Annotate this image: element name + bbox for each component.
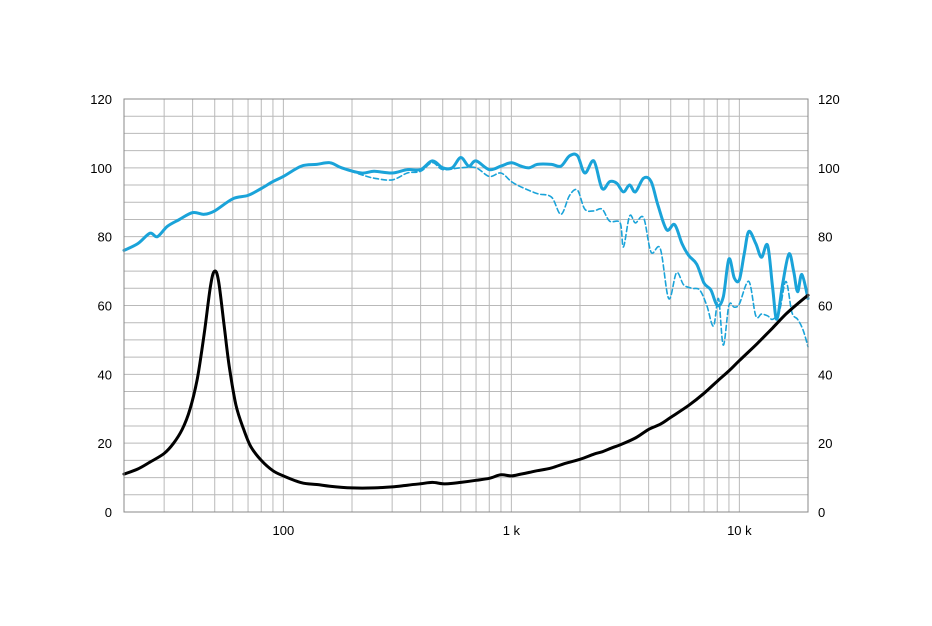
y-tick-label-left: 100: [90, 161, 112, 176]
plot-border: [123, 98, 809, 513]
x-tick-label: 1 k: [503, 523, 521, 538]
y-tick-label-left: 20: [98, 436, 112, 451]
series-line-2: [122, 269, 810, 490]
y-tick-label-left: 40: [98, 367, 112, 382]
grid-lines: [124, 99, 808, 512]
y-tick-label-right: 40: [818, 367, 832, 382]
x-axis: 100 1 k 10 k: [273, 523, 753, 538]
y-tick-label-right: 60: [818, 299, 832, 314]
y-tick-label-right: 120: [818, 92, 840, 107]
y-tick-label-left: 120: [90, 92, 112, 107]
series-line-0: [122, 152, 810, 321]
y-tick-label-left: 0: [105, 505, 112, 520]
y-tick-label-left: 80: [98, 230, 112, 245]
y-tick-label-left: 60: [98, 299, 112, 314]
y-tick-label-right: 20: [818, 436, 832, 451]
series-layer: [122, 152, 810, 490]
y-tick-label-right: 100: [818, 161, 840, 176]
x-tick-label: 100: [273, 523, 295, 538]
y-axis-left: 0 20 40 60 80 100 120: [90, 92, 112, 520]
y-tick-label-right: 80: [818, 230, 832, 245]
x-tick-label: 10 k: [727, 523, 752, 538]
y-axis-right: 0 20 40 60 80 100 120: [818, 92, 840, 520]
y-tick-label-right: 0: [818, 505, 825, 520]
